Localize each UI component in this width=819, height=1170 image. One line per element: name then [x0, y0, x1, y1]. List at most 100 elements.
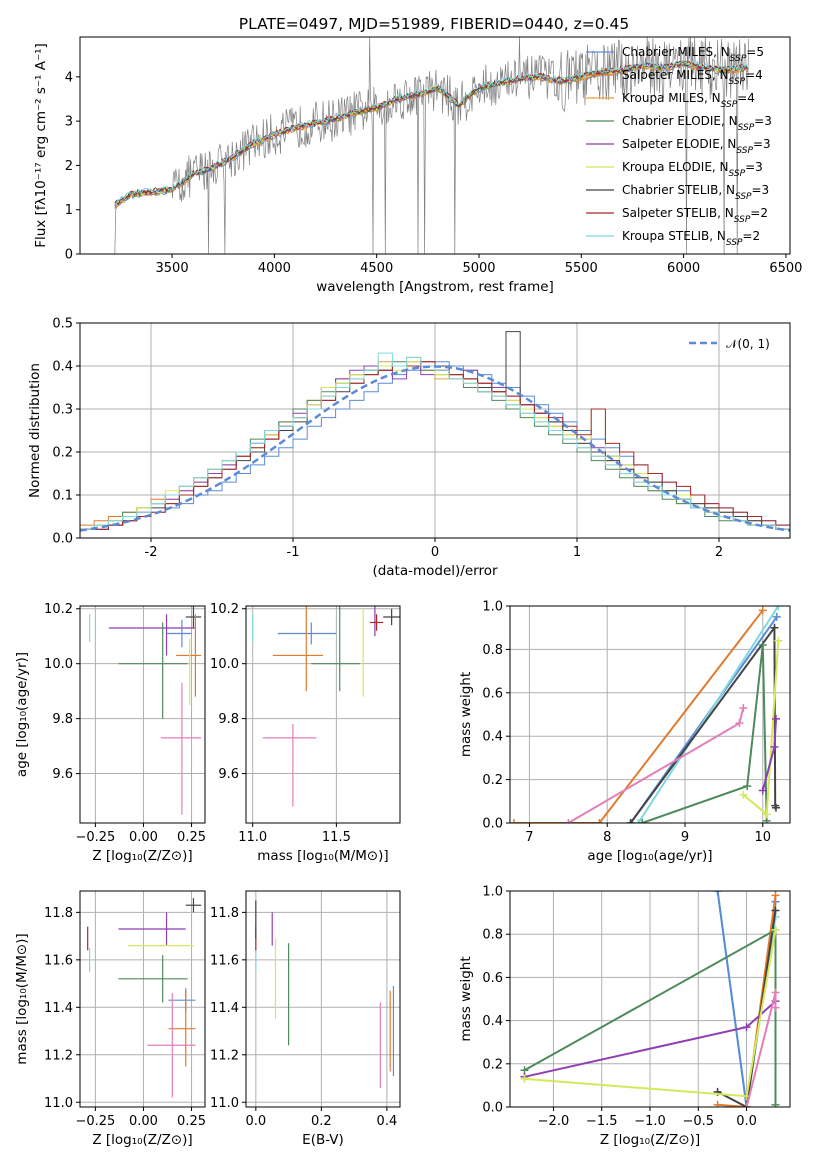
y-tick-label: 10.0 — [44, 657, 73, 672]
weight-marker — [626, 819, 635, 823]
y-tick-label: 11.4 — [210, 1001, 239, 1016]
axes-mass_vs_Z: −0.25 0.00 0.25 11.0 11.2 11.4 11.6 11.8 Z [log₁… — [14, 890, 206, 1148]
y-tick-label: 0.0 — [482, 817, 503, 832]
axes-frame — [509, 890, 791, 1108]
y-tick-label: 1.0 — [482, 885, 503, 900]
x-tick-label: 0.25 — [177, 830, 206, 845]
y-tick-label: 0.6 — [482, 686, 503, 701]
x-tick-label: 5500 — [565, 261, 598, 276]
legend-label-main: Kroupa STELIB, N — [622, 229, 726, 243]
errorbars — [255, 900, 395, 1089]
y-tick-label: 0.8 — [482, 643, 503, 658]
axes-frame — [79, 36, 791, 255]
weight-marker — [739, 790, 748, 799]
legend-label-tail: =5 — [746, 45, 764, 59]
errorbar-point — [166, 619, 192, 648]
weight-marker — [735, 719, 744, 728]
x-tick-label: 6000 — [667, 261, 700, 276]
legend-label-sub: SSP — [738, 123, 755, 133]
errorbar-point — [185, 606, 202, 628]
axes-frame — [79, 605, 206, 824]
legend-label-tail: =3 — [754, 114, 772, 128]
x-tick-label: 0.4 — [377, 1114, 398, 1129]
legend-label-tail: =4 — [737, 91, 755, 105]
weight-line-salpeter-miles — [513, 609, 764, 823]
x-tick-label: −0.25 — [75, 1114, 115, 1129]
weight-marker — [595, 819, 604, 823]
weight-marker — [762, 810, 771, 819]
x-tick-label: 7 — [525, 830, 533, 845]
x-axis-label: Z [log₁₀(Z/Z⊙)] — [92, 848, 192, 864]
figure-title: PLATE=0497, MJD=51989, FIBERID=0440, z=0… — [239, 15, 629, 33]
x-tick-label: 11.0 — [238, 830, 267, 845]
legend-label-sub: SSP — [729, 169, 746, 179]
y-tick-label: 3 — [65, 115, 73, 130]
x-tick-label: 5000 — [462, 261, 495, 276]
weight-marker — [771, 906, 780, 915]
x-tick-label: 0.0 — [245, 1114, 266, 1129]
x-tick-label: 3500 — [156, 261, 189, 276]
weight-marker — [772, 612, 781, 621]
legend-label-sub: SSP — [721, 100, 738, 110]
model-line-salpeter-stelib — [114, 60, 749, 207]
y-tick-label: 10.0 — [210, 657, 239, 672]
axes-frame — [79, 890, 206, 1108]
x-tick-label: −1.0 — [634, 1114, 666, 1129]
y-axis-label: mass [log₁₀(M/M⊙)] — [14, 933, 30, 1064]
weight-marker — [713, 1100, 722, 1107]
legend-label: Kroupa ELODIE, NSSP=3 — [622, 160, 763, 179]
x-axis-label: mass [log₁₀(M/M⊙)] — [257, 848, 388, 864]
legend-label-main: Chabrier MILES, N — [622, 45, 730, 59]
weight-line-pink — [567, 707, 745, 823]
weight-marker — [758, 641, 767, 650]
legend-label: Chabrier MILES, NSSP=5 — [622, 45, 764, 64]
weight-marker — [774, 636, 783, 645]
legend-label-main: Chabrier STELIB, N — [622, 183, 735, 197]
x-axis-label: Z [log₁₀(Z/Z⊙)] — [600, 1132, 700, 1148]
weight-marker — [634, 819, 643, 823]
weight-marker — [743, 782, 752, 791]
y-tick-label: 11.2 — [44, 1048, 73, 1063]
x-tick-label: −1.5 — [586, 1114, 618, 1129]
x-axis-label: wavelength [Angstrom, rest frame] — [316, 279, 554, 295]
errorbar-point — [277, 622, 337, 645]
errorbars — [89, 606, 202, 815]
legend-label: Kroupa STELIB, NSSP=2 — [622, 229, 760, 248]
y-tick-label: 9.8 — [52, 712, 73, 727]
weight-line-salpeter-miles — [717, 895, 777, 1107]
weight-marker — [771, 891, 780, 900]
y-tick-label: 0.0 — [52, 532, 73, 547]
y-tick-label: 0.8 — [482, 928, 503, 943]
x-tick-label: 1 — [573, 545, 581, 560]
weight-marker — [771, 925, 780, 934]
errorbar-point — [383, 608, 400, 626]
x-tick-label: −0.25 — [75, 830, 115, 845]
x-tick-label: 11.5 — [322, 830, 351, 845]
weight-marker — [510, 819, 518, 823]
weight-line-kroupa-stelib — [637, 606, 780, 823]
legend-label: Kroupa MILES, NSSP=4 — [622, 91, 755, 110]
axes-frame — [245, 890, 401, 1108]
y-tick-label: 11.8 — [210, 906, 239, 921]
y-tick-label: 11.0 — [44, 1096, 73, 1111]
y-tick-label: 1 — [65, 203, 73, 218]
legend-label-main: Salpeter STELIB, N — [622, 206, 734, 220]
errorbar-point — [108, 614, 196, 656]
y-tick-label: 10.2 — [210, 602, 239, 617]
x-tick-label: 4000 — [258, 261, 291, 276]
y-tick-label: 0.4 — [482, 730, 503, 745]
legend-label-main: Salpeter ELODIE, N — [622, 137, 736, 151]
legend-label-tail: =2 — [742, 229, 760, 243]
axes-age_vs_Z: −0.25 0.00 0.25 9.6 9.8 10.0 10.2 Z [log₁₀(Z/Z⊙… — [14, 602, 206, 864]
weight-marker — [770, 743, 779, 752]
weight-marker — [770, 623, 779, 632]
x-axis-label: age [log₁₀(age/yr)] — [587, 848, 712, 864]
y-tick-label: 0.4 — [482, 1014, 503, 1029]
y-tick-label: 9.6 — [218, 767, 239, 782]
legend-label: Salpeter ELODIE, NSSP=3 — [622, 137, 771, 156]
y-tick-label: 0.5 — [52, 317, 73, 332]
y-tick-label: 1.0 — [482, 600, 503, 615]
x-tick-label: 2 — [715, 545, 723, 560]
y-tick-label: 2 — [65, 159, 73, 174]
